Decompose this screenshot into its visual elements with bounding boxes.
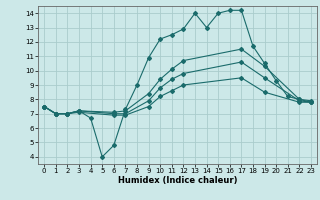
X-axis label: Humidex (Indice chaleur): Humidex (Indice chaleur) — [118, 176, 237, 185]
